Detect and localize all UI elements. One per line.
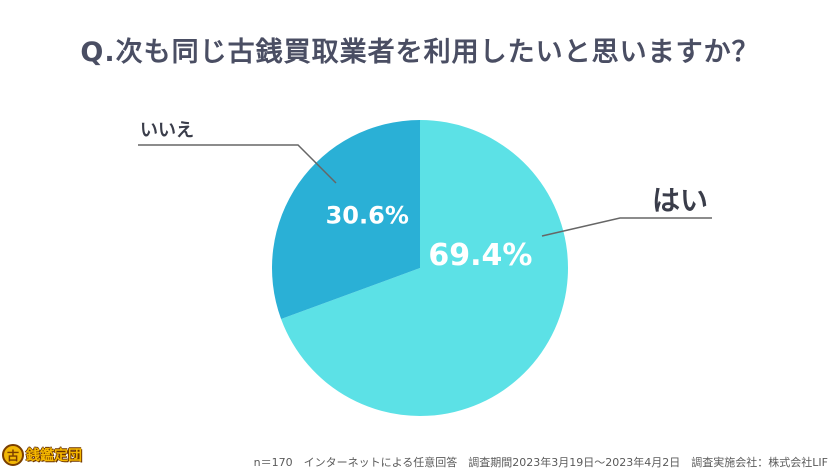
percent-label-no: 30.6%: [326, 201, 409, 229]
coin-icon: 古: [2, 444, 24, 466]
percent-label-yes: 69.4%: [428, 238, 532, 273]
brand-logo-text: 銭鑑定団: [26, 448, 82, 464]
category-label-no: いいえ: [140, 120, 194, 141]
leader-line-yes: [541, 217, 712, 237]
pie-slice-yes: [281, 120, 568, 416]
category-label-yes: はい: [652, 184, 708, 217]
pie-slice-no: [271, 120, 420, 320]
survey-footnote: n＝170 インターネットによる任意回答 調査期間2023年3月19日～2023…: [253, 456, 828, 469]
leader-line-no: [138, 144, 337, 184]
chart-title: Q.次も同じ古銭買取業者を利用したいと思いますか？: [80, 37, 760, 68]
brand-logo: 古 銭鑑定団: [2, 440, 86, 470]
